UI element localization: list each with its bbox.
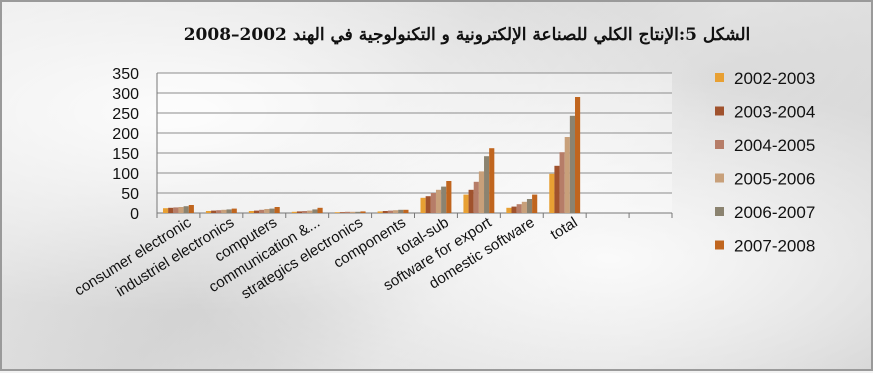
legend-label: 2006-2007 — [734, 203, 815, 222]
legend-swatch — [715, 140, 724, 149]
legend-swatch — [715, 173, 724, 183]
bar — [511, 206, 517, 213]
bar — [377, 211, 383, 213]
legend-label: 2007-2008 — [734, 237, 815, 256]
bar — [168, 207, 174, 213]
bar — [446, 181, 452, 213]
y-tick-label: 0 — [130, 206, 139, 223]
bar — [339, 212, 345, 213]
bar — [489, 148, 495, 213]
y-tick-label: 250 — [112, 106, 139, 123]
legend-label: 2005-2006 — [734, 170, 815, 189]
bar — [360, 211, 366, 213]
bar — [274, 207, 280, 213]
y-tick-label: 300 — [112, 86, 139, 103]
y-tick-label: 350 — [112, 66, 139, 83]
bar — [344, 211, 351, 213]
bar — [526, 199, 533, 213]
bar — [425, 196, 431, 213]
bar — [463, 194, 469, 213]
bar — [205, 211, 212, 213]
y-tick-label: 150 — [112, 146, 139, 163]
bar — [216, 210, 222, 213]
bar — [355, 211, 361, 213]
bar — [163, 208, 169, 213]
bar — [188, 205, 194, 213]
bar — [312, 209, 318, 213]
bar — [435, 189, 442, 213]
bar — [264, 209, 270, 213]
legend-swatch — [715, 106, 724, 116]
bar — [259, 209, 265, 213]
bar — [521, 201, 527, 213]
bar — [173, 207, 179, 213]
bar — [307, 210, 313, 213]
bar — [183, 206, 189, 213]
bar — [334, 212, 340, 213]
bar — [269, 208, 275, 213]
x-tick-label: total — [548, 214, 581, 243]
plot-background — [157, 73, 672, 213]
bar — [430, 193, 436, 213]
legend-label: 2002-2003 — [734, 69, 815, 88]
bar — [559, 152, 565, 213]
bar — [248, 211, 254, 213]
bar — [473, 181, 479, 213]
bar — [302, 211, 308, 213]
legend-swatch — [715, 240, 724, 250]
bar — [393, 210, 399, 213]
bar — [478, 171, 485, 213]
legend-label: 2004-2005 — [734, 136, 815, 155]
bar — [226, 209, 232, 213]
bar — [575, 97, 581, 213]
bar — [387, 210, 394, 213]
bar — [564, 137, 570, 213]
y-tick-label: 50 — [121, 186, 139, 203]
bar — [554, 165, 560, 213]
y-tick-label: 200 — [112, 126, 139, 143]
bar — [211, 210, 217, 213]
bar — [569, 115, 576, 213]
bar — [484, 156, 490, 213]
legend-label: 2003-2004 — [734, 103, 815, 122]
bar — [516, 204, 522, 213]
bar — [506, 207, 512, 213]
bar — [403, 209, 409, 213]
bar — [382, 211, 388, 213]
legend-swatch — [715, 73, 724, 82]
bar — [178, 207, 184, 213]
bar — [441, 186, 447, 213]
bar — [231, 208, 237, 213]
bar — [296, 211, 303, 213]
chart-title: الشكل 5:الإنتاج الكلي للصناعة الإلكتروني… — [184, 25, 751, 45]
bar — [420, 197, 426, 213]
legend-swatch — [715, 207, 724, 216]
bar — [253, 210, 260, 213]
bar — [468, 189, 474, 213]
bar — [532, 194, 538, 213]
bar — [549, 173, 555, 213]
bar — [221, 209, 227, 213]
bar — [350, 211, 356, 213]
bar — [398, 209, 404, 213]
legend: 2002-2003 2003-2004 2004-2005 2005-2006 2006… — [715, 69, 815, 256]
y-tick-label: 100 — [112, 166, 139, 183]
bar — [317, 207, 323, 213]
bar — [291, 211, 297, 213]
